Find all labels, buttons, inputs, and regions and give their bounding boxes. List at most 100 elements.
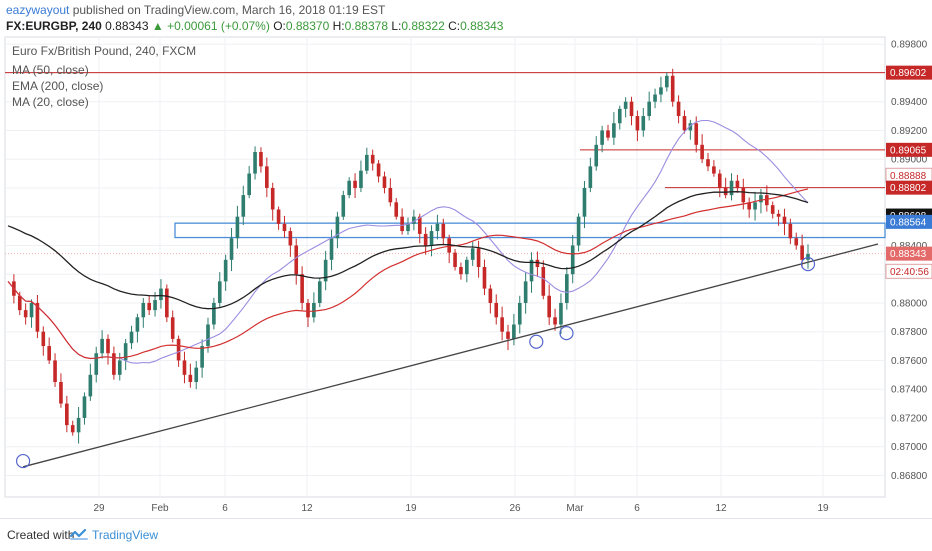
candle-body bbox=[806, 254, 810, 260]
author-link[interactable]: eazywayout bbox=[6, 3, 70, 17]
candle-body bbox=[153, 300, 157, 311]
candle-body bbox=[565, 274, 569, 303]
candles bbox=[12, 68, 810, 444]
candle-body bbox=[488, 288, 493, 303]
candle-body bbox=[435, 223, 440, 232]
candle-body bbox=[165, 288, 169, 318]
candle-body bbox=[94, 353, 99, 375]
candle-body bbox=[217, 281, 222, 303]
candle-body bbox=[241, 195, 246, 217]
candle-body bbox=[741, 187, 746, 203]
candle-body bbox=[765, 195, 769, 206]
y-tick-label: 0.89200 bbox=[891, 126, 928, 137]
candle-body bbox=[117, 360, 122, 375]
candle-body bbox=[135, 317, 140, 332]
x-tick-label: 12 bbox=[715, 503, 727, 514]
y-tick-label: 0.88000 bbox=[891, 298, 928, 309]
candle-body bbox=[253, 152, 257, 174]
price-axis[interactable]: 0.898000.896000.894000.892000.890000.888… bbox=[891, 40, 928, 482]
candle-body bbox=[300, 274, 304, 303]
candle-body bbox=[176, 338, 181, 361]
candle-body bbox=[459, 267, 463, 275]
y-tick-label: 0.87000 bbox=[891, 442, 928, 453]
candle-body bbox=[123, 343, 128, 361]
candle-body bbox=[523, 281, 528, 303]
tradingview-link[interactable]: TradingView bbox=[92, 528, 159, 542]
x-tick-label: 19 bbox=[405, 503, 417, 514]
price-label-countdown: 02:40:56 bbox=[890, 267, 929, 278]
candle-body bbox=[159, 288, 163, 301]
candle-body bbox=[688, 123, 693, 131]
footer: Created with TradingView bbox=[0, 518, 932, 551]
legend-ma20[interactable]: MA (20, close) bbox=[12, 95, 89, 109]
price-label-bg bbox=[886, 246, 932, 261]
candle-body bbox=[23, 310, 28, 318]
quote-bar: FX:EURGBP, 240 0.88343 ▲ +0.00061 (+0.07… bbox=[6, 19, 503, 33]
candle-body bbox=[265, 166, 269, 188]
last-price: 0.88343 bbox=[105, 19, 149, 33]
price-label-level: 0.88888 bbox=[890, 171, 927, 182]
candle-body bbox=[670, 75, 675, 102]
candle-body bbox=[429, 231, 434, 246]
candle-body bbox=[788, 223, 793, 239]
candle-body bbox=[188, 374, 193, 382]
candle-body bbox=[794, 238, 799, 246]
price-label-bg bbox=[886, 142, 932, 157]
candle-body bbox=[365, 154, 369, 171]
horizontal-levels bbox=[5, 72, 885, 255]
candle-body bbox=[47, 346, 51, 361]
candle-body bbox=[606, 130, 610, 138]
candle-body bbox=[623, 101, 628, 109]
candle-body bbox=[653, 94, 657, 102]
candle-body bbox=[59, 382, 63, 404]
y-tick-label: 0.89800 bbox=[891, 40, 928, 51]
candle-body bbox=[65, 403, 69, 426]
candle-body bbox=[194, 367, 199, 382]
candle-body bbox=[694, 123, 699, 145]
legend-ema200[interactable]: EMA (200, close) bbox=[12, 79, 104, 93]
candle-body bbox=[141, 302, 146, 318]
candle-body bbox=[729, 180, 734, 196]
candle-body bbox=[659, 87, 663, 95]
candle-body bbox=[588, 166, 593, 188]
trendline bbox=[22, 243, 879, 468]
candle-body bbox=[17, 295, 22, 311]
high-value: 0.88378 bbox=[344, 19, 388, 33]
candle-body bbox=[41, 331, 46, 347]
candle-body bbox=[506, 331, 510, 339]
candle-body bbox=[759, 195, 763, 203]
candle-body bbox=[170, 317, 175, 339]
x-tick-label: Mar bbox=[566, 503, 584, 514]
high-label: H: bbox=[332, 19, 345, 33]
touch-circle bbox=[559, 326, 574, 341]
moving-averages bbox=[7, 119, 809, 364]
price-label-bg bbox=[886, 214, 932, 229]
price-label-resistance: 0.89602 bbox=[890, 68, 927, 79]
candle-body bbox=[735, 180, 740, 188]
candle-body bbox=[717, 173, 722, 188]
candle-body bbox=[382, 176, 387, 188]
close-value: 0.88343 bbox=[460, 19, 504, 33]
time-axis[interactable]: 29 Feb 6 12 19 26 Mar 6 12 19 bbox=[93, 503, 829, 514]
candle-body bbox=[665, 75, 669, 88]
open-value: 0.88370 bbox=[285, 19, 330, 33]
candle-body bbox=[482, 267, 487, 289]
candle-body bbox=[712, 166, 716, 174]
price-chart[interactable]: 0.898000.896000.894000.892000.890000.888… bbox=[0, 0, 932, 518]
candle-body bbox=[776, 213, 781, 217]
candle-body bbox=[388, 187, 393, 203]
y-tick-label: 0.86800 bbox=[891, 471, 928, 482]
price-label-bg bbox=[886, 65, 932, 80]
touch-circle bbox=[529, 334, 544, 349]
candle-body bbox=[782, 216, 787, 224]
candle-body bbox=[641, 116, 646, 131]
ma50-line bbox=[7, 188, 809, 360]
candle-body bbox=[182, 360, 187, 375]
candle-body bbox=[259, 152, 263, 167]
ema200-line bbox=[7, 191, 809, 310]
publish-text: published on TradingView.com, March 16, … bbox=[69, 3, 386, 17]
tradingview-logo-icon[interactable] bbox=[70, 527, 88, 541]
candle-body bbox=[312, 302, 316, 318]
support-zone-box bbox=[174, 222, 886, 239]
legend-ma50[interactable]: MA (50, close) bbox=[12, 63, 89, 77]
